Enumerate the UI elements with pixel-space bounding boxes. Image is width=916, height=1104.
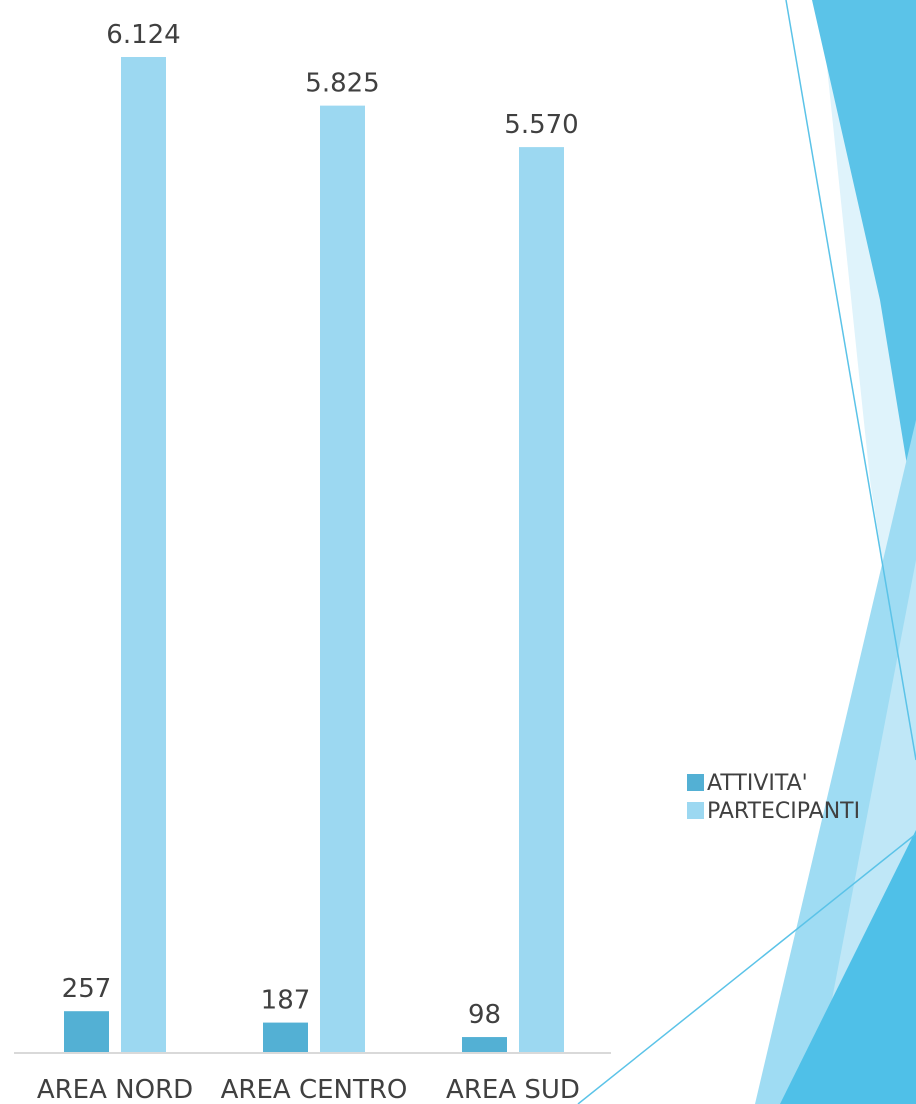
category-labels-group: AREA NORD AREA CENTRO AREA SUD: [37, 1075, 580, 1104]
category-label-3: AREA SUD: [446, 1075, 580, 1104]
deco-thin-line-1: [785, 0, 916, 761]
bar-attivita-3: [462, 1037, 507, 1053]
deco-thin-line-2: [577, 833, 916, 1104]
legend: ATTIVITA' PARTECIPANTI: [687, 771, 860, 824]
legend-swatch-attivita: [687, 774, 704, 791]
deco-dark-bottom: [780, 830, 916, 1104]
bar-partecipanti-2: [320, 105, 365, 1053]
value-label-partecipanti-3: 5.570: [504, 110, 578, 140]
category-label-1: AREA NORD: [37, 1075, 193, 1104]
value-labels-group: 257 6.124 187 5.825 98 5.570: [62, 20, 579, 1030]
category-label-2: AREA CENTRO: [221, 1075, 408, 1104]
deco-dark-wedge: [812, 0, 916, 520]
bar-attivita-2: [263, 1022, 308, 1053]
legend-label-attivita: ATTIVITA': [707, 771, 808, 796]
legend-swatch-partecipanti: [687, 802, 704, 819]
legend-label-partecipanti: PARTECIPANTI: [707, 799, 860, 824]
value-label-attivita-1: 257: [62, 974, 112, 1004]
value-label-partecipanti-2: 5.825: [305, 69, 379, 99]
value-label-attivita-2: 187: [261, 986, 311, 1016]
value-label-attivita-3: 98: [468, 1000, 501, 1030]
bars-group: [64, 57, 564, 1053]
bar-partecipanti-3: [519, 147, 564, 1053]
bar-partecipanti-1: [121, 57, 166, 1053]
value-label-partecipanti-1: 6.124: [106, 20, 180, 50]
bar-attivita-1: [64, 1011, 109, 1053]
